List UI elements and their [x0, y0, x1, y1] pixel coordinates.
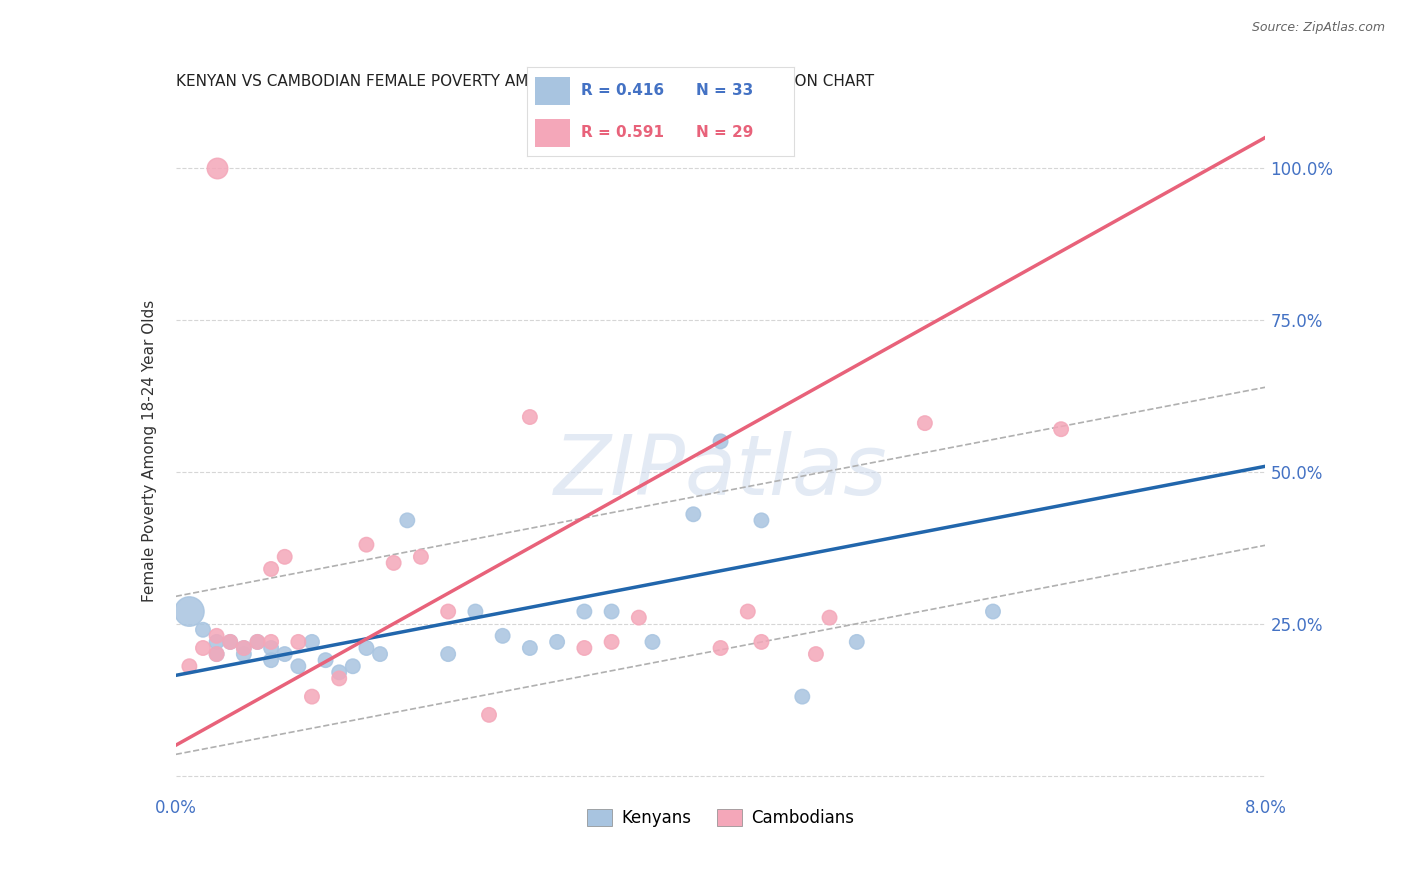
Cambodians — [219, 635, 242, 649]
Kenyans — [396, 513, 419, 527]
Kenyans — [574, 605, 596, 619]
Cambodians — [301, 690, 323, 704]
Cambodians — [287, 635, 309, 649]
Cambodians — [191, 640, 214, 655]
Kenyans — [710, 434, 733, 449]
Cambodians — [382, 556, 405, 570]
Cambodians — [205, 647, 228, 661]
Cambodians — [818, 610, 841, 624]
Kenyans — [792, 690, 814, 704]
Cambodians — [478, 707, 501, 722]
Kenyans — [546, 635, 568, 649]
Text: ZIPatlas: ZIPatlas — [554, 431, 887, 512]
Kenyans — [492, 629, 515, 643]
Text: N = 33: N = 33 — [696, 84, 752, 98]
Text: R = 0.591: R = 0.591 — [581, 126, 664, 140]
Cambodians — [914, 416, 936, 430]
Kenyans — [751, 513, 773, 527]
Kenyans — [260, 653, 283, 667]
Kenyans — [205, 647, 228, 661]
Y-axis label: Female Poverty Among 18-24 Year Olds: Female Poverty Among 18-24 Year Olds — [142, 300, 157, 601]
Point — [205, 161, 228, 175]
Bar — [536, 119, 569, 147]
Kenyans — [464, 605, 486, 619]
Kenyans — [246, 635, 269, 649]
Cambodians — [710, 640, 733, 655]
Cambodians — [409, 549, 432, 564]
Bar — [536, 77, 569, 105]
Kenyans — [342, 659, 364, 673]
Text: Source: ZipAtlas.com: Source: ZipAtlas.com — [1251, 21, 1385, 34]
Kenyans — [519, 640, 541, 655]
Kenyans — [219, 635, 242, 649]
Kenyans — [356, 640, 378, 655]
Kenyans — [437, 647, 460, 661]
Cambodians — [179, 659, 201, 673]
Kenyans — [274, 647, 297, 661]
Kenyans — [368, 647, 391, 661]
Cambodians — [737, 605, 759, 619]
Kenyans — [191, 623, 214, 637]
Cambodians — [260, 635, 283, 649]
Kenyans — [315, 653, 337, 667]
Kenyans — [232, 640, 254, 655]
Text: N = 29: N = 29 — [696, 126, 754, 140]
Cambodians — [274, 549, 297, 564]
Kenyans — [328, 665, 350, 680]
Cambodians — [260, 562, 283, 576]
Cambodians — [574, 640, 596, 655]
Cambodians — [519, 410, 541, 425]
Kenyans — [301, 635, 323, 649]
Kenyans — [682, 508, 704, 522]
Kenyans — [600, 605, 623, 619]
Cambodians — [804, 647, 827, 661]
Text: R = 0.416: R = 0.416 — [581, 84, 664, 98]
Kenyans — [641, 635, 664, 649]
Kenyans — [981, 605, 1004, 619]
Cambodians — [627, 610, 650, 624]
Cambodians — [246, 635, 269, 649]
Kenyans — [205, 635, 228, 649]
Kenyans — [260, 640, 283, 655]
Cambodians — [600, 635, 623, 649]
Kenyans — [179, 605, 201, 619]
Text: KENYAN VS CAMBODIAN FEMALE POVERTY AMONG 18-24 YEAR OLDS CORRELATION CHART: KENYAN VS CAMBODIAN FEMALE POVERTY AMONG… — [176, 74, 875, 89]
Legend: Kenyans, Cambodians: Kenyans, Cambodians — [579, 802, 862, 834]
Cambodians — [751, 635, 773, 649]
Kenyans — [845, 635, 868, 649]
Cambodians — [356, 538, 378, 552]
Kenyans — [287, 659, 309, 673]
Kenyans — [232, 647, 254, 661]
Cambodians — [328, 672, 350, 686]
Cambodians — [437, 605, 460, 619]
Cambodians — [205, 629, 228, 643]
Cambodians — [232, 640, 254, 655]
Cambodians — [1050, 422, 1073, 436]
